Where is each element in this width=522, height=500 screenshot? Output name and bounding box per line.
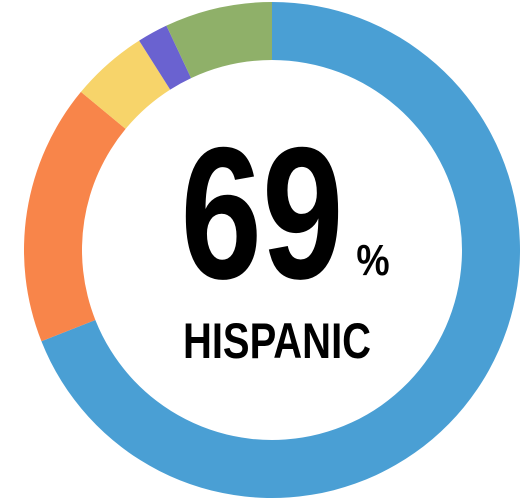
center-value: 69 [180, 107, 343, 318]
center-label: HISPANIC [183, 313, 371, 369]
donut-ring [24, 2, 520, 498]
center-unit: % [356, 235, 389, 285]
donut-segment [166, 2, 272, 79]
donut-segment [80, 40, 171, 129]
donut-segment [139, 25, 192, 90]
donut-segment [24, 91, 126, 342]
